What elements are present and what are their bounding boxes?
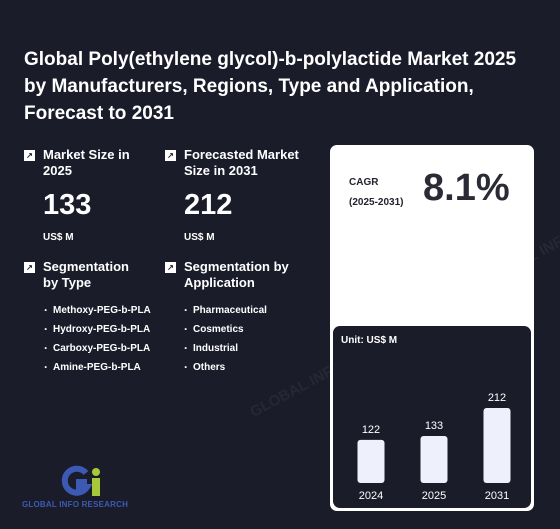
arrow-up-right-icon: ↗ — [165, 262, 176, 273]
list-item: Cosmetics — [184, 320, 294, 339]
cagr-title: CAGR — [349, 177, 379, 188]
arrow-up-right-icon: ↗ — [24, 150, 35, 161]
list-item: Methoxy-PEG-b-PLA — [44, 301, 153, 320]
cagr-value: 8.1% — [423, 167, 510, 209]
bar-2031 — [483, 408, 511, 483]
page-title: Global Poly(ethylene glycol)-b-polylacti… — [24, 49, 517, 124]
logo: GLOBAL INFO RESEARCH — [22, 465, 142, 509]
list-item: Others — [184, 358, 294, 377]
cagr-card: CAGR (2025-2031) 8.1% Unit: US$ M 122 202… — [330, 145, 534, 511]
list-item: Industrial — [184, 339, 294, 358]
cagr-period: (2025-2031) — [349, 197, 404, 208]
bar-2025 — [420, 435, 448, 483]
list-item: Pharmaceutical — [184, 301, 294, 320]
logo-mark-icon — [60, 465, 104, 499]
market-size-value: 133 — [43, 189, 92, 221]
segmentation-application-list: Pharmaceutical Cosmetics Industrial Othe… — [184, 301, 294, 377]
list-item: Amine-PEG-b-PLA — [44, 358, 153, 377]
bar-chart: Unit: US$ M 122 2024 133 2025 212 2031 — [333, 326, 531, 508]
bar-2024 — [357, 439, 385, 483]
arrow-up-right-icon: ↗ — [165, 150, 176, 161]
segmentation-type-label: Segmentation by Type — [43, 259, 129, 290]
cagr-label: CAGR (2025-2031) — [349, 173, 403, 213]
market-size-unit: US$ M — [43, 232, 74, 243]
chart-unit-label: Unit: US$ M — [341, 335, 398, 346]
category-label: 2025 — [422, 490, 446, 502]
segmentation-application-label: Segmentation by Application — [184, 259, 289, 290]
segmentation-application: ↗ Segmentation by Application Pharmaceut… — [165, 259, 294, 377]
category-label: 2031 — [485, 490, 509, 502]
forecast-label: Forecasted Market Size in 2031 — [184, 147, 299, 178]
arrow-up-right-icon: ↗ — [24, 262, 35, 273]
forecast-unit: US$ M — [184, 232, 215, 243]
bar-value-label: 212 — [488, 392, 506, 404]
forecast-value: 212 — [184, 189, 233, 221]
list-item: Hydroxy-PEG-b-PLA — [44, 320, 153, 339]
market-size-stat: ↗ Market Size in 2025 133 US$ M — [24, 147, 138, 243]
bar-value-label: 122 — [362, 424, 380, 436]
logo-text: GLOBAL INFO RESEARCH — [22, 500, 129, 509]
market-size-label: Market Size in 2025 — [43, 147, 130, 178]
bar-chart-svg: 122 2024 133 2025 212 2031 — [357, 392, 511, 502]
category-label: 2024 — [359, 490, 383, 502]
forecast-stat: ↗ Forecasted Market Size in 2031 212 US$… — [165, 147, 314, 243]
bar-value-label: 133 — [425, 420, 443, 432]
list-item: Carboxy-PEG-b-PLA — [44, 339, 153, 358]
segmentation-type-list: Methoxy-PEG-b-PLA Hydroxy-PEG-b-PLA Carb… — [44, 301, 151, 377]
segmentation-type: ↗ Segmentation by Type Methoxy-PEG-b-PLA… — [24, 259, 151, 377]
